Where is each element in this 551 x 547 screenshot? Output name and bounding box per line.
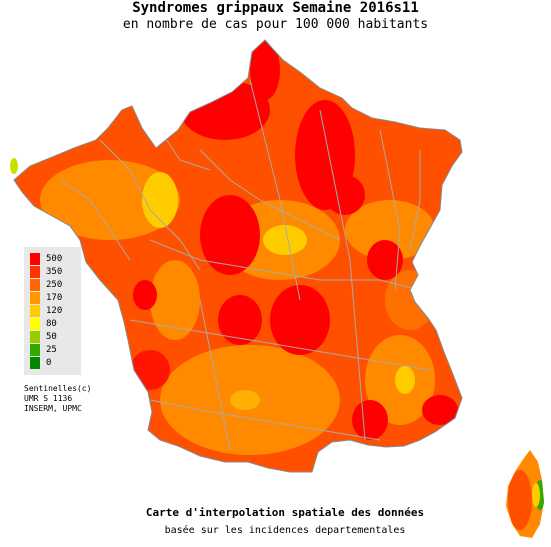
footer-caption: Carte d'interpolation spatiale des donné… <box>145 506 425 519</box>
legend-item: 50 <box>30 331 80 343</box>
map-title: Syndromes grippaux Semaine 2016s11 <box>132 0 419 16</box>
legend-swatch <box>30 357 40 369</box>
legend-label: 120 <box>46 306 63 316</box>
legend-label: 170 <box>46 293 63 303</box>
footer-subcaption: basée sur les incidences departementales <box>164 525 406 536</box>
legend-label: 350 <box>46 267 63 277</box>
legend-item: 120 <box>30 305 80 317</box>
legend-item: 25 <box>30 344 80 356</box>
credit-line: Sentinelles(c) <box>24 384 92 393</box>
legend-swatch <box>30 331 40 343</box>
legend-swatch <box>30 266 40 278</box>
legend-swatch <box>30 253 40 265</box>
legend-item: 250 <box>30 279 80 291</box>
corsica <box>506 450 544 538</box>
brittany-island <box>10 158 18 174</box>
legend-swatch <box>30 318 40 330</box>
legend-swatch <box>30 292 40 304</box>
legend-item: 500 <box>30 253 80 265</box>
map-subtitle: en nombre de cas pour 100 000 habitants <box>122 17 429 32</box>
credit-line: UMR S 1136 <box>24 394 73 403</box>
legend-label: 25 <box>46 345 57 355</box>
credit-line: INSERM, UPMC <box>24 404 82 413</box>
legend-label: 500 <box>46 254 63 264</box>
legend-label: 250 <box>46 280 63 290</box>
legend-label: 80 <box>46 319 57 329</box>
legend-label: 50 <box>46 332 57 342</box>
legend-label: 0 <box>46 358 52 368</box>
credits: Sentinelles(c) UMR S 1136 INSERM, UPMC <box>24 384 91 414</box>
legend-item: 80 <box>30 318 80 330</box>
legend: 500 350 250 170 120 80 50 25 0 <box>24 247 81 375</box>
legend-item: 0 <box>30 357 80 369</box>
legend-swatch <box>30 305 40 317</box>
legend-item: 350 <box>30 266 80 278</box>
legend-swatch <box>30 279 40 291</box>
legend-item: 170 <box>30 292 80 304</box>
legend-swatch <box>30 344 40 356</box>
